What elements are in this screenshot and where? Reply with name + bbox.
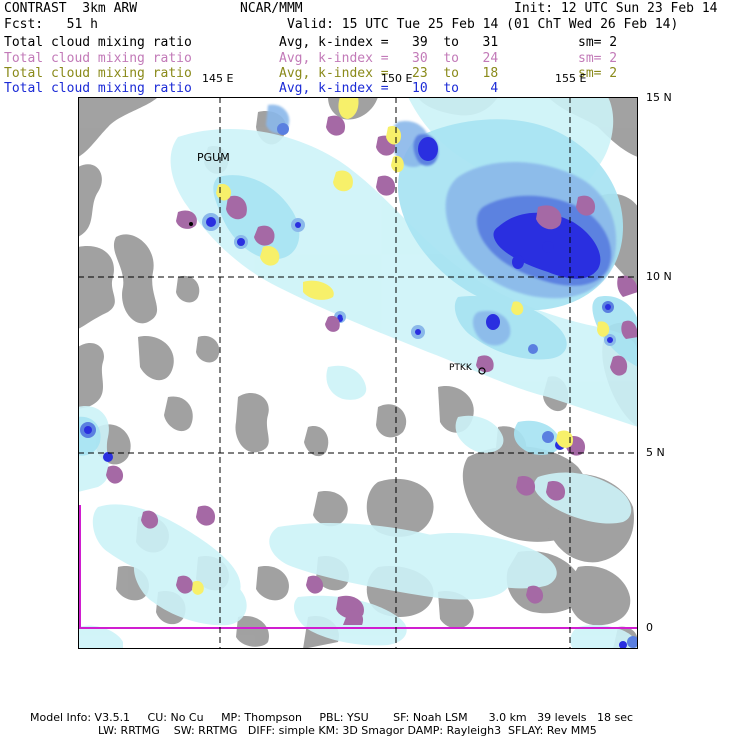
- organization-label: NCAR/MMM: [240, 1, 303, 16]
- model-title: CONTRAST 3km ARW: [4, 1, 138, 16]
- map-frame: [78, 97, 638, 649]
- light-cyan-cloud-field: [78, 97, 638, 649]
- legend-index-3: Avg, k-index = 23 to 18: [279, 66, 499, 81]
- legend-index-1: Avg, k-index = 39 to 31: [279, 35, 499, 50]
- legend-field-2: Total cloud mixing ratio: [4, 51, 192, 66]
- legend-sm-1: sm= 2: [578, 35, 618, 50]
- legend-field-1: Total cloud mixing ratio: [4, 35, 192, 50]
- lon-label-145e: 145 E: [202, 72, 234, 85]
- lat-label-10n: 10 N: [646, 270, 672, 283]
- model-info-line1: Model Info: V3.5.1 CU: No Cu MP: Thompso…: [30, 711, 634, 724]
- legend-sm-2: sm= 2: [578, 51, 618, 66]
- station-label-ptkk: PTKK: [449, 363, 472, 373]
- deep-blue-cloud-core: [418, 137, 601, 330]
- lat-label-0: 0: [646, 621, 653, 634]
- init-time: Init: 12 UTC Sun 23 Feb 14: [514, 1, 718, 16]
- legend-field-3: Total cloud mixing ratio: [4, 66, 192, 81]
- lat-label-15n: 15 N: [646, 91, 672, 104]
- legend-sm-3: sm= 2: [578, 66, 618, 81]
- forecast-hour: Fcst: 51 h: [4, 17, 98, 32]
- station-label-pgum: PGUM: [197, 151, 230, 164]
- cloud-map: [78, 97, 638, 649]
- model-info-line2: LW: RRTMG SW: RRTMG DIFF: simple KM: 3D …: [98, 724, 597, 737]
- lon-label-150e: 150 E: [381, 72, 413, 85]
- graticule: [78, 97, 638, 649]
- valid-time: Valid: 15 UTC Tue 25 Feb 14 (01 ChT Wed …: [287, 17, 679, 32]
- station-marker-ptkk: [478, 367, 486, 375]
- legend-field-4: Total cloud mixing ratio: [4, 81, 192, 96]
- legend-index-4: Avg, k-index = 10 to 4: [279, 81, 499, 96]
- lon-label-155e: 155 E: [555, 72, 587, 85]
- convective-cells: [80, 123, 638, 649]
- legend-index-2: Avg, k-index = 30 to 24: [279, 51, 499, 66]
- lat-label-5n: 5 N: [646, 446, 665, 459]
- station-marker-pgum: [189, 222, 193, 226]
